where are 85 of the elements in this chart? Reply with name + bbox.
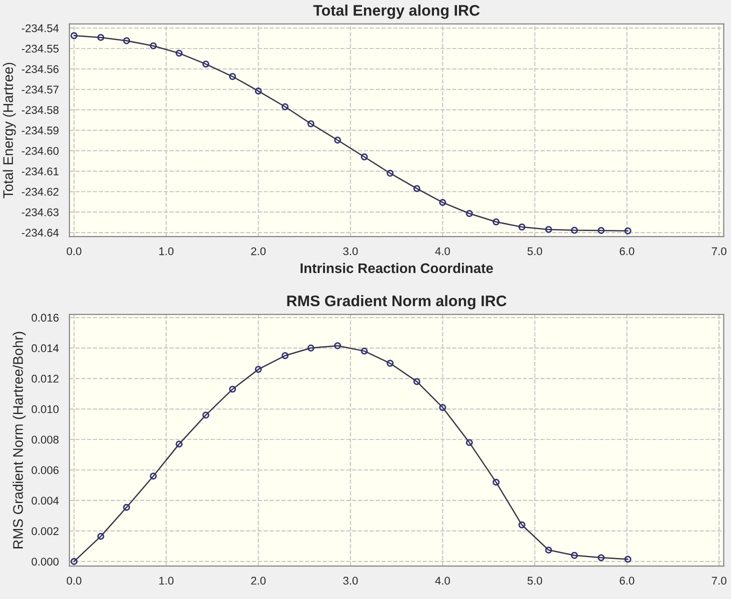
point <box>150 42 157 50</box>
x-tick-label: 4.0 <box>435 576 450 585</box>
point <box>202 412 210 419</box>
point <box>624 556 632 563</box>
x-tick-label: 6.0 <box>620 576 634 585</box>
point <box>254 366 262 373</box>
point <box>413 185 420 192</box>
point <box>545 546 552 554</box>
point <box>598 554 605 562</box>
y-tick-label: 0.014 <box>32 344 59 352</box>
y-tick-label: 0.000 <box>32 558 59 566</box>
x-tick-label: 7.0 <box>712 247 726 256</box>
point <box>176 440 183 448</box>
point <box>176 50 183 57</box>
x-tick-label: 3.0 <box>343 576 358 585</box>
point <box>70 558 78 565</box>
point <box>123 504 130 511</box>
point <box>466 439 473 446</box>
x-tick-label: 0.0 <box>66 576 82 585</box>
y-tick-label: 0.004 <box>32 496 59 505</box>
x-tick-label: 5.0 <box>528 576 542 585</box>
y-tick-label: 0.010 <box>32 405 59 414</box>
point <box>439 198 446 206</box>
y-tick-label: -234.64 <box>22 228 59 237</box>
point <box>123 37 130 44</box>
x-tick-label: 7.0 <box>712 576 726 585</box>
point <box>97 532 104 540</box>
x-tick-label: 0.0 <box>66 247 82 256</box>
y-tick-label: -234.61 <box>22 167 58 176</box>
point <box>307 120 314 128</box>
y-tick-label: 0.006 <box>32 466 59 474</box>
point <box>518 224 526 230</box>
point <box>360 153 368 160</box>
point <box>334 136 342 144</box>
x-tick-label: 5.0 <box>528 247 542 256</box>
x-tick-label: 4.0 <box>435 247 450 256</box>
point <box>570 226 578 234</box>
point <box>545 226 552 233</box>
point <box>150 472 157 480</box>
y-tick-label: 0.016 <box>32 314 59 322</box>
point <box>282 352 289 360</box>
point <box>97 34 104 41</box>
y-tick-label: 0.008 <box>32 436 59 444</box>
chart-title: Total Energy along IRC <box>313 4 480 19</box>
point <box>570 552 578 559</box>
point <box>492 478 500 486</box>
y-tick-label: -234.63 <box>22 208 59 216</box>
point <box>413 378 420 386</box>
y-tick-label: -234.57 <box>22 86 58 94</box>
point <box>307 344 314 352</box>
y-tick-label: -234.59 <box>22 126 59 134</box>
y-axis-title: Total Energy (Hartree) <box>2 62 16 198</box>
chart-title: RMS Gradient Norm along IRC <box>287 295 506 310</box>
x-tick-label: 1.0 <box>159 247 174 256</box>
y-tick-label: -234.62 <box>22 188 58 196</box>
point <box>624 227 632 234</box>
x-axis-title: Intrinsic Reaction Coordinate <box>300 262 493 274</box>
y-tick-label: -234.56 <box>22 65 59 74</box>
point <box>282 103 289 110</box>
point <box>202 60 210 68</box>
x-tick-label: 2.0 <box>251 247 266 256</box>
y-tick-label: -234.55 <box>22 44 59 53</box>
point <box>439 404 446 411</box>
point <box>334 342 342 350</box>
point <box>254 88 262 94</box>
y-tick-label: -234.60 <box>22 146 59 155</box>
y-tick-label: -234.58 <box>22 106 59 114</box>
point <box>518 521 526 528</box>
point <box>229 386 236 393</box>
point <box>70 32 78 40</box>
y-tick-label: 0.012 <box>32 374 58 383</box>
point <box>598 227 605 234</box>
point <box>386 170 394 177</box>
point <box>229 73 236 80</box>
point <box>466 210 473 217</box>
y-axis-title: RMS Gradient Norm (Hartree/Bohr) <box>12 332 26 548</box>
x-tick-label: 6.0 <box>620 247 634 256</box>
y-tick-label: -234.54 <box>22 24 59 32</box>
x-tick-label: 1.0 <box>159 576 174 585</box>
y-tick-label: 0.002 <box>32 527 58 536</box>
x-tick-label: 2.0 <box>251 576 266 585</box>
point <box>360 348 368 355</box>
x-tick-label: 3.0 <box>343 247 358 256</box>
point <box>386 360 394 367</box>
point <box>492 218 500 226</box>
